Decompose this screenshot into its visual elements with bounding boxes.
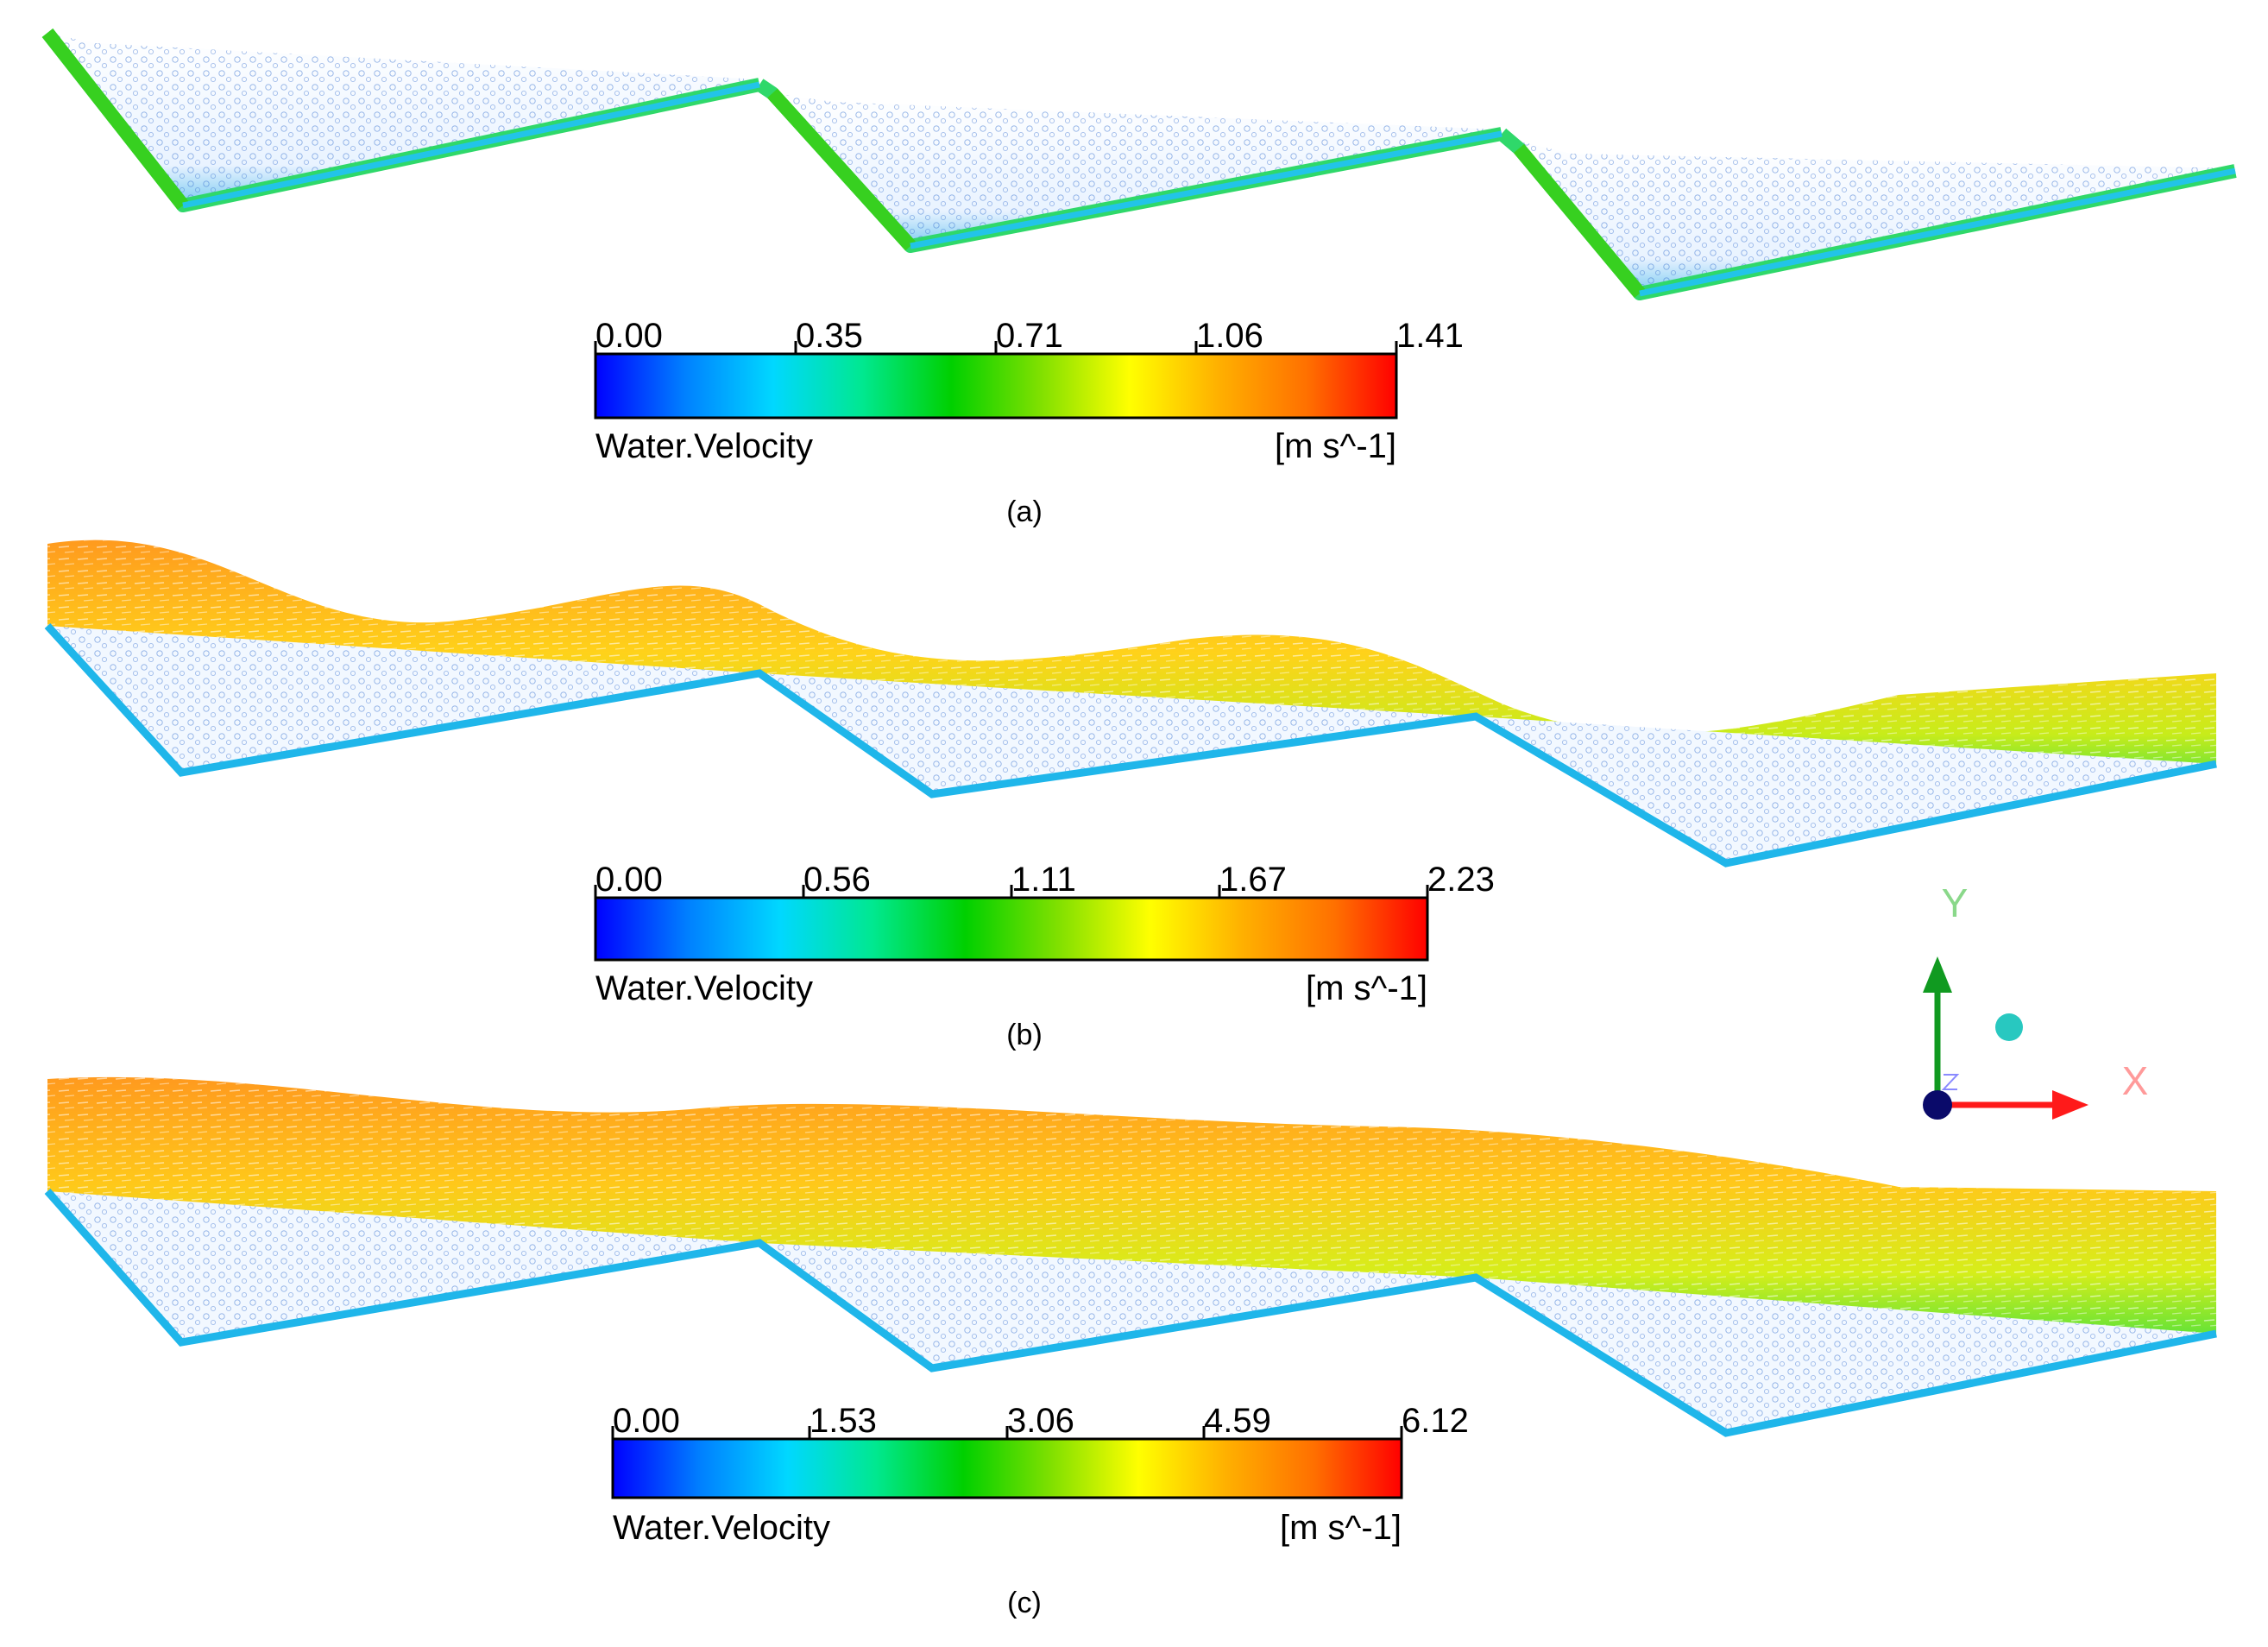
legend-c-variable: Water.Velocity bbox=[613, 1509, 830, 1547]
panel-b-channel-bed bbox=[44, 622, 2217, 868]
legend-a-tick-label-0: 0.00 bbox=[595, 317, 663, 355]
panel-c-cavities bbox=[47, 1191, 2216, 1433]
legend-a: 0.00 0.35 0.71 1.06 1.41 Water.Velocity … bbox=[594, 317, 1464, 528]
x-axis-label: X bbox=[2122, 1058, 2149, 1103]
panel-a bbox=[41, 28, 2237, 300]
legend-c-tick-label-3: 4.59 bbox=[1204, 1402, 1271, 1440]
legend-a-tick-label-1: 0.35 bbox=[796, 317, 863, 355]
panel-a-flow-field bbox=[47, 33, 2235, 298]
legend-b: 0.00 0.56 1.11 1.67 2.23 Water.Velocity … bbox=[594, 861, 1495, 1051]
legend-c-colorbar bbox=[611, 1437, 1403, 1499]
legend-b-colorbar bbox=[594, 896, 1429, 962]
panel-b bbox=[44, 540, 2217, 868]
legend-b-tick-label-0: 0.00 bbox=[595, 861, 663, 899]
legend-c-tick-label-0: 0.00 bbox=[613, 1402, 680, 1440]
axis-triad: Y X bbox=[1923, 880, 2148, 1120]
legend-b-variable: Water.Velocity bbox=[595, 969, 813, 1007]
legend-a-tick-label-2: 0.71 bbox=[996, 317, 1063, 355]
caption-b: (b) bbox=[1006, 1019, 1043, 1051]
panel-a-channel-bed bbox=[41, 28, 2237, 300]
legend-c: 0.00 1.53 3.06 4.59 6.12 Water.Velocity … bbox=[611, 1402, 1469, 1619]
legend-c-tick-label-1: 1.53 bbox=[810, 1402, 877, 1440]
legend-b-ticks bbox=[594, 885, 1429, 898]
legend-b-tick-label-3: 1.67 bbox=[1219, 861, 1287, 899]
legend-b-tick-label-1: 0.56 bbox=[803, 861, 871, 899]
z-axis-glyph bbox=[1941, 1074, 1960, 1090]
legend-a-variable: Water.Velocity bbox=[595, 427, 813, 465]
legend-c-tick-label-4: 6.12 bbox=[1402, 1402, 1469, 1440]
legend-a-colorbar bbox=[594, 352, 1398, 420]
legend-c-ticks bbox=[611, 1426, 1403, 1439]
panel-c bbox=[44, 1076, 2217, 1437]
legend-c-unit: [m s^-1] bbox=[1280, 1509, 1402, 1547]
x-axis-arrowhead bbox=[2052, 1090, 2088, 1120]
legend-b-tick-label-2: 1.11 bbox=[1011, 861, 1076, 899]
legend-a-unit: [m s^-1] bbox=[1275, 427, 1396, 465]
panel-c-channel-bed bbox=[44, 1189, 2217, 1437]
legend-b-tick-label-4: 2.23 bbox=[1427, 861, 1495, 899]
legend-a-tick-label-4: 1.41 bbox=[1396, 317, 1464, 355]
origin-dot bbox=[1923, 1090, 1952, 1120]
legend-c-tick-label-2: 3.06 bbox=[1007, 1402, 1074, 1440]
caption-a: (a) bbox=[1006, 495, 1043, 528]
panel-b-cavities bbox=[47, 626, 2216, 863]
caption-c: (c) bbox=[1007, 1587, 1042, 1619]
legend-b-unit: [m s^-1] bbox=[1306, 969, 1427, 1007]
view-sphere-icon bbox=[1995, 1013, 2023, 1041]
legend-a-ticks bbox=[594, 341, 1398, 354]
y-axis-label: Y bbox=[1942, 880, 1969, 925]
legend-a-tick-label-3: 1.06 bbox=[1196, 317, 1263, 355]
y-axis-arrowhead bbox=[1923, 956, 1952, 993]
